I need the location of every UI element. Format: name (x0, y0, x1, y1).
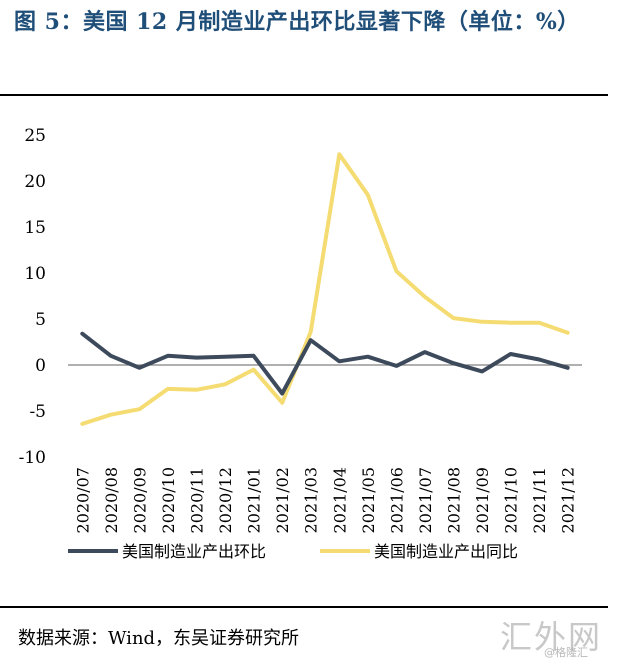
series-line (80, 331, 570, 396)
legend: 美国制造业产出环比 美国制造业产出同比 (68, 542, 518, 561)
x-tick-label: 2021/10 (502, 467, 521, 533)
x-tick-label: 2021/01 (245, 467, 264, 533)
y-tick-label: -5 (29, 402, 46, 422)
x-tick-label: 2021/11 (530, 467, 549, 533)
x-tick-label: 2021/09 (473, 467, 492, 533)
x-tick-label: 2021/12 (559, 467, 578, 533)
x-tick-label: 2021/08 (445, 467, 464, 533)
y-tick-label: -10 (19, 448, 46, 468)
y-tick-label: 5 (35, 310, 46, 330)
x-tick-label: 2020/12 (216, 467, 235, 533)
y-tick-label: 15 (24, 218, 46, 238)
series-line (80, 152, 570, 426)
y-tick-label: 25 (24, 126, 46, 146)
x-tick-label: 2020/10 (159, 467, 178, 533)
x-tick-label: 2021/03 (302, 467, 321, 533)
bottom-rule (0, 606, 608, 608)
x-tick-label: 2021/02 (273, 467, 292, 533)
watermark-logo: 汇外网 (500, 618, 603, 656)
y-tick-label: 20 (24, 172, 46, 192)
y-axis: -10 -5 0 5 10 15 20 25 (19, 126, 46, 468)
legend-label: 美国制造业产出同比 (374, 542, 518, 561)
x-tick-label: 2020/11 (188, 467, 207, 533)
source-note: 数据来源：Wind，东吴证券研究所 (18, 628, 300, 649)
y-tick-label: 0 (35, 356, 46, 376)
x-tick-label: 2020/08 (102, 467, 121, 533)
x-tick-label: 2020/09 (130, 467, 149, 533)
legend-label: 美国制造业产出环比 (122, 542, 266, 561)
x-tick-label: 2020/07 (73, 467, 92, 533)
x-tick-label: 2021/04 (330, 467, 349, 533)
y-tick-label: 10 (24, 264, 46, 284)
x-tick-label: 2021/05 (359, 467, 378, 533)
figure-title: 图 5：美国 12 月制造业产出环比显著下降（单位：%） (14, 9, 580, 35)
watermark-caption: @格隆汇 (544, 646, 588, 659)
x-tick-label: 2021/07 (416, 467, 435, 533)
x-axis: 2020/07 2020/08 2020/09 2020/10 2020/11 2020/… (73, 467, 577, 533)
top-rule (0, 94, 608, 96)
series-layer (80, 152, 570, 426)
x-tick-label: 2021/06 (387, 467, 406, 533)
